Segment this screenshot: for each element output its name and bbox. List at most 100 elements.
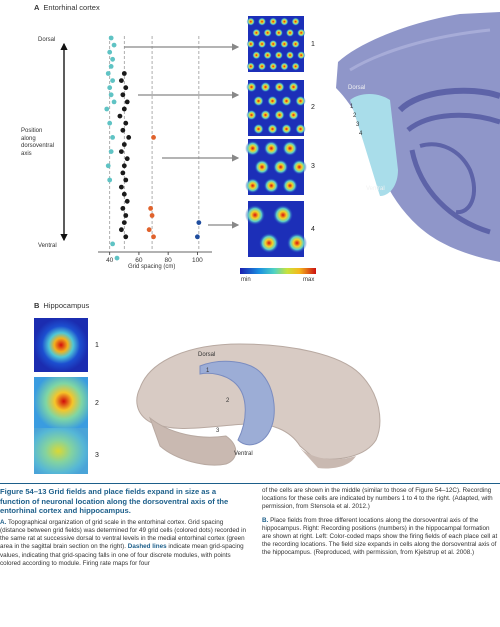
caption-b-paragraph: B. Place fields from three different loc…: [262, 517, 498, 558]
caption-a-text: Topographical organization of grid scale…: [0, 518, 247, 551]
grid-field-blob: [254, 159, 270, 175]
grid-field-blob: [259, 233, 279, 253]
grid-field-blob: [263, 28, 272, 37]
grid-cell-point-module-1: [114, 255, 120, 261]
caption-a-paragraph: A. Topographical organization of grid sc…: [0, 519, 248, 568]
grid-cell-point-module-2: [123, 213, 129, 218]
grid-cell-point-module-1: [110, 56, 116, 62]
firing-map-3: [245, 139, 307, 195]
grid-field-blob: [263, 51, 272, 60]
panel-b-title-text: Hippocampus: [43, 301, 90, 310]
grid-field-blob: [245, 178, 261, 194]
grid-field-blob: [246, 17, 255, 26]
caption-b-text: Place fields from three different locati…: [262, 516, 498, 557]
grid-field-blob: [295, 123, 306, 135]
place-map-number-3: 3: [95, 452, 99, 459]
grid-cell-point-module-2: [124, 198, 130, 204]
grid-spacing-scatter: [104, 35, 202, 261]
grid-field-blob: [285, 51, 295, 60]
grid-cell-point-module-2: [120, 92, 126, 98]
brain-dorsal-label: Dorsal: [348, 85, 366, 91]
grid-field-blob: [260, 109, 271, 121]
caption-b-lead: B.: [262, 516, 269, 524]
grid-cell-point-module-2: [118, 149, 124, 155]
grid-cell-point-module-2: [121, 71, 127, 76]
grid-cell-point-module-2: [121, 142, 127, 147]
caption-dashed-lead: Dashed lines: [127, 543, 167, 551]
hippocampus-brain-illustration: [136, 343, 381, 469]
grid-cell-point-module-2: [124, 99, 130, 105]
place-field-map-3: [34, 428, 88, 474]
grid-field-blob: [246, 62, 255, 71]
grid-cell-point-module-3: [148, 206, 154, 211]
grid-cell-point-module-2: [121, 163, 127, 169]
grid-cell-point-module-2: [118, 184, 124, 190]
grid-cell-point-module-2: [123, 120, 129, 126]
grid-cell-point-module-3: [151, 234, 156, 240]
grid-field-blob: [291, 39, 300, 49]
grid-field-blob: [269, 17, 278, 26]
dv-axis-label-line: along: [21, 135, 36, 142]
brain-number-4: 4: [359, 131, 363, 137]
grid-cell-point-module-1: [107, 85, 113, 91]
caption-a-continued: of the cells are shown in the middle (si…: [262, 487, 493, 511]
grid-cell-point-module-2: [123, 234, 129, 240]
map-number-4: 4: [311, 226, 315, 233]
grid-field-blob: [291, 17, 300, 26]
grid-field-blob: [291, 62, 300, 71]
grid-cell-point-module-2: [121, 106, 127, 112]
dv-axis-label-line: dorsoventral: [21, 143, 55, 149]
grid-cell-point-module-2: [120, 127, 126, 133]
grid-field-blob: [252, 51, 261, 60]
colorbar: [240, 268, 316, 274]
grid-field-blob: [282, 140, 298, 156]
grid-field-blob: [273, 205, 293, 225]
map-number-3: 3: [311, 163, 315, 170]
firing-map-4: [245, 201, 307, 257]
grid-cell-point-module-3: [151, 135, 156, 140]
grid-field-blob: [245, 140, 261, 156]
grid-field-blob: [281, 95, 292, 107]
grid-cell-point-module-1: [108, 35, 114, 41]
hippo-number-2: 2: [226, 398, 230, 404]
hippo-dorsal-label: Dorsal: [198, 352, 216, 358]
entorhinal-cortex-region: [350, 94, 398, 196]
grid-cell-point-module-1: [104, 106, 110, 112]
panel-b-letter: B: [34, 301, 40, 310]
grid-cell-point-module-1: [105, 71, 111, 76]
grid-field-blob: [274, 28, 283, 37]
grid-field-blob: [295, 95, 306, 107]
hippo-ventral-label: Ventral: [234, 451, 253, 457]
grid-cell-point-module-2: [117, 113, 123, 119]
x-tick-label: 80: [165, 257, 173, 264]
grid-cell-point-module-2: [120, 206, 126, 211]
grid-cell-point-module-1: [111, 99, 117, 105]
grid-cell-point-module-2: [121, 220, 127, 226]
grid-field-blob: [287, 233, 307, 253]
grid-cell-point-module-2: [123, 177, 129, 183]
grid-cell-point-module-1: [110, 78, 116, 83]
panel-b-figure: [34, 318, 381, 474]
sagittal-brain-section: [336, 12, 500, 262]
grid-cell-point-module-2: [126, 135, 132, 140]
grid-cell-point-module-3: [149, 213, 155, 218]
hippo-number-1: 1: [206, 368, 210, 374]
caption-rule: [0, 483, 500, 484]
map-number-1: 1: [311, 41, 315, 48]
grid-field-blob: [274, 81, 285, 93]
grid-field-blob: [257, 62, 267, 71]
grid-cell-point-module-3: [146, 227, 152, 233]
x-tick-label: 60: [135, 257, 143, 264]
grid-field-blob: [253, 95, 264, 107]
grid-field-blob: [263, 140, 279, 156]
grid-field-blob: [253, 123, 264, 135]
grid-field-blob: [257, 17, 267, 26]
x-tick-label: 40: [106, 257, 114, 264]
grid-field-blob: [288, 81, 299, 93]
grid-field-blob: [257, 39, 267, 49]
dv-axis-label: Position along dorsoventral axis: [21, 128, 54, 158]
firing-map-2: [246, 80, 306, 136]
x-axis-ticks: 40 60 80 100: [106, 252, 203, 264]
ventral-label: Ventral: [38, 243, 57, 249]
grid-field-blob: [274, 109, 285, 121]
